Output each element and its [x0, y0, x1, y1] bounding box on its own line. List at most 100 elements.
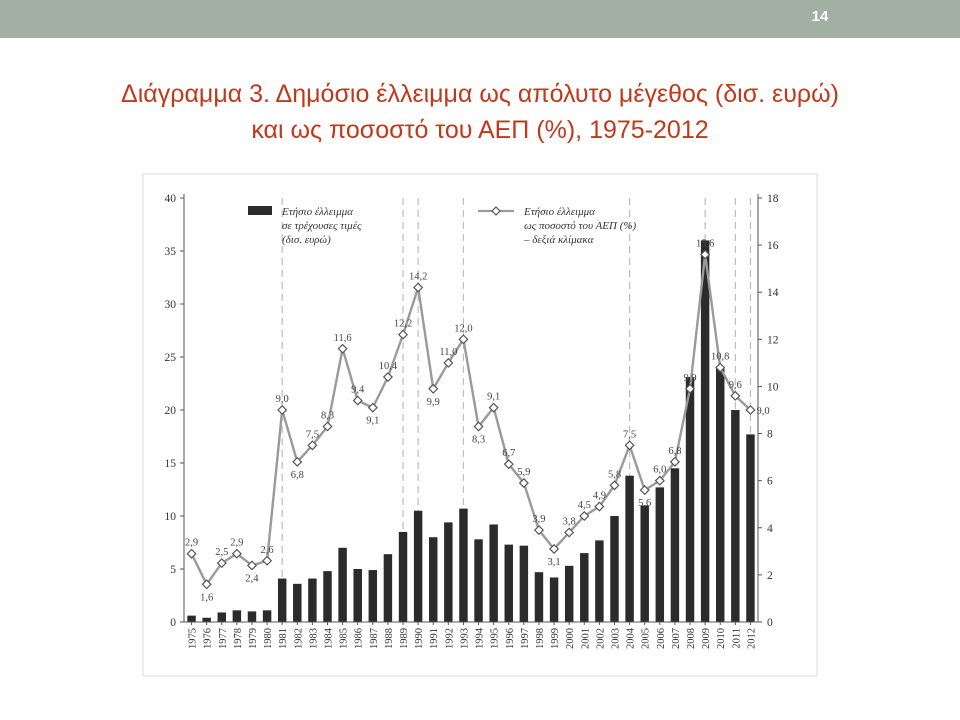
x-tick-label-1978: 1978 [233, 628, 244, 649]
x-tick-label-1984: 1984 [324, 627, 335, 649]
bar-1985 [338, 547, 347, 622]
data-label-1995: 9,1 [487, 392, 500, 403]
x-tick-label-2001: 2001 [580, 628, 591, 649]
data-label-1985: 11,6 [334, 333, 352, 344]
data-label-2010: 10,8 [711, 352, 729, 363]
x-tick-label-1977: 1977 [218, 628, 229, 649]
point-1988 [382, 371, 393, 383]
bar-2012 [746, 434, 755, 622]
x-tick-label-2011: 2011 [731, 628, 742, 649]
x-tick-label-1980: 1980 [263, 628, 274, 649]
x-tick-label-1997: 1997 [520, 628, 531, 649]
x-tick-label-2000: 2000 [565, 628, 576, 649]
bar-2006 [655, 487, 665, 622]
data-label-2000: 3,8 [563, 516, 576, 527]
data-label-2012: 9,0 [756, 406, 769, 417]
data-label-2011: 9,6 [729, 380, 742, 391]
slide-title-line-2: και ως ποσοστό του ΑΕΠ (%), 1975-2012 [251, 116, 709, 144]
bar-1981 [277, 578, 287, 622]
y-right-tick-label-12: 12 [767, 334, 779, 346]
point-1993 [458, 334, 469, 345]
legend-line-marker [491, 206, 501, 216]
point-2009 [700, 249, 711, 260]
bar-1995 [489, 524, 498, 622]
bar-2003 [610, 516, 619, 622]
data-label-1990: 14,2 [409, 272, 427, 283]
x-tick-label-1979: 1979 [248, 628, 259, 649]
x-tick-label-2012: 2012 [746, 628, 757, 649]
x-tick-label-1993: 1993 [459, 628, 470, 649]
bar-1978 [232, 610, 242, 622]
data-label-1992: 11,0 [439, 347, 457, 358]
x-tick-label-1983: 1983 [308, 628, 319, 649]
x-tick-label-1998: 1998 [535, 628, 546, 649]
bar-1988 [383, 554, 393, 622]
x-tick-label-2009: 2009 [701, 628, 712, 649]
point-1998 [533, 525, 545, 536]
bar-1992 [444, 522, 453, 622]
y-left-tick-label-35: 35 [165, 246, 177, 258]
y-right-tick-label-4: 4 [767, 523, 773, 535]
y-left-tick-label-5: 5 [170, 564, 176, 576]
data-label-1978: 2,9 [230, 538, 243, 549]
legend: Ετήσιο έλλειμμα σε τρέχουσες τιμές (δισ. ε… [248, 206, 637, 246]
bar-1986 [353, 569, 362, 622]
data-labels: 2,91,62,52,92,42,69,06,87,58,311,69,49,1… [185, 239, 770, 604]
y-left-tick-label-0: 0 [170, 617, 176, 629]
x-tick-label-2002: 2002 [595, 628, 606, 649]
x-tick-label-1994: 1994 [475, 627, 486, 649]
x-tick-label-1982: 1982 [293, 628, 304, 649]
point-1980 [262, 555, 273, 566]
x-tick-label-2004: 2004 [626, 627, 637, 649]
x-tick-label-1991: 1991 [429, 628, 440, 649]
bar-1998 [534, 572, 544, 622]
legend-bar-label-1: σε τρέχουσες τιμές [282, 220, 362, 232]
data-label-2007: 6,8 [668, 446, 681, 457]
data-label-2008: 9,9 [683, 373, 696, 384]
deficit-chart: 2,91,62,52,92,42,69,06,87,58,311,69,49,1… [142, 173, 818, 677]
x-tick-label-1999: 1999 [550, 628, 561, 649]
legend-bar-label-0: Ετήσιο έλλειμμα [281, 206, 353, 218]
data-label-1975: 2,9 [185, 538, 198, 549]
data-label-1988: 10,4 [379, 361, 398, 372]
x-tick-label-2003: 2003 [611, 628, 622, 649]
data-label-1977: 2,5 [215, 547, 228, 558]
data-label-1984: 8,3 [321, 410, 334, 421]
data-label-1980: 2,6 [261, 545, 274, 556]
data-label-1981: 9,0 [276, 394, 289, 405]
point-1994 [473, 421, 484, 432]
bar-1975 [187, 615, 196, 622]
data-label-2005: 5,6 [638, 498, 651, 509]
bar-series [187, 240, 755, 622]
data-label-2003: 5,8 [608, 469, 621, 480]
bar-1979 [247, 611, 257, 622]
point-1996 [503, 459, 514, 470]
y-right-tick-label-8: 8 [767, 429, 773, 441]
legend-bar-label-2: (δισ. ευρώ) [282, 234, 331, 246]
y-left-tick-label-25: 25 [165, 352, 177, 364]
bar-2004 [625, 475, 634, 622]
x-tick-label-2008: 2008 [686, 628, 697, 649]
data-label-1991: 9,9 [427, 397, 440, 408]
data-label-1986: 9,4 [351, 385, 365, 396]
bar-1976 [202, 617, 211, 622]
point-1990 [413, 282, 424, 293]
point-2012 [745, 404, 756, 416]
point-2007 [669, 456, 680, 467]
bar-1983 [308, 578, 317, 622]
point-2002 [594, 501, 605, 512]
point-2001 [579, 510, 590, 522]
x-tick-label-1985: 1985 [339, 628, 350, 649]
data-label-2009: 15,6 [696, 239, 714, 250]
bar-1977 [217, 612, 226, 622]
x-tick-label-1989: 1989 [399, 628, 410, 649]
bar-2010 [716, 367, 725, 622]
point-1982 [292, 456, 303, 467]
bar-2007 [670, 468, 680, 622]
point-2005 [639, 485, 650, 496]
data-label-2001: 4,5 [578, 500, 591, 511]
bar-1993 [459, 508, 468, 622]
data-label-1994: 8,3 [472, 434, 485, 445]
point-2004 [624, 440, 635, 451]
bar-1990 [413, 510, 423, 622]
